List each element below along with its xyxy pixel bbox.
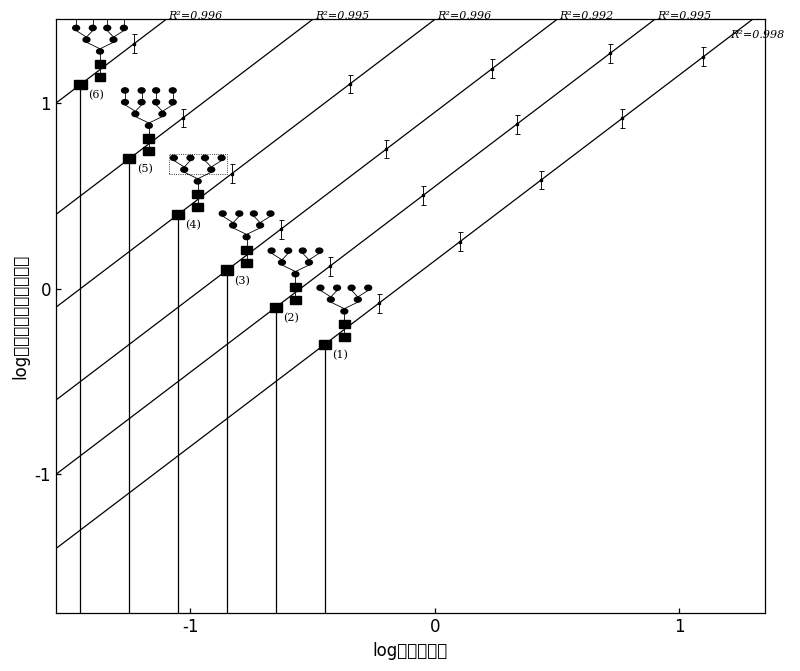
Circle shape [138,99,145,105]
Circle shape [170,99,176,105]
Circle shape [110,37,117,42]
Circle shape [268,248,275,253]
Bar [123,154,135,163]
Circle shape [317,285,324,291]
Text: (3): (3) [234,276,250,286]
Circle shape [365,285,372,291]
Circle shape [250,211,258,216]
Circle shape [194,178,201,184]
Circle shape [153,99,159,105]
Circle shape [299,248,306,253]
Circle shape [121,25,127,31]
Text: R²=0.995: R²=0.995 [657,11,711,21]
Circle shape [104,13,110,19]
Circle shape [257,223,263,228]
Circle shape [104,25,110,31]
Text: (6): (6) [88,90,104,101]
Text: R²=0.992: R²=0.992 [559,11,614,21]
Circle shape [122,99,129,105]
Circle shape [73,25,79,31]
Bar [318,340,331,349]
Circle shape [278,260,286,265]
Circle shape [219,211,226,216]
Circle shape [153,88,159,93]
Bar [94,73,106,81]
Bar [192,190,203,198]
Bar [74,80,86,89]
Circle shape [316,248,322,253]
Circle shape [97,49,103,54]
Bar [192,203,203,211]
Circle shape [121,13,127,19]
Bar [339,320,350,328]
Circle shape [243,234,250,240]
Circle shape [306,260,312,265]
Text: R²=0.995: R²=0.995 [315,11,370,21]
Circle shape [132,111,138,117]
Circle shape [83,37,90,42]
Bar [143,134,154,142]
Y-axis label: log（实际检测并修正值）: log（实际检测并修正值） [11,254,29,379]
Circle shape [73,13,79,19]
Circle shape [230,223,237,228]
Circle shape [354,297,362,302]
Bar [290,283,301,291]
Circle shape [327,297,334,302]
Text: R²=0.996: R²=0.996 [437,11,491,21]
Text: R²=0.998: R²=0.998 [730,30,785,40]
Circle shape [146,123,152,128]
Circle shape [348,285,355,291]
X-axis label: log（理论值）: log（理论值） [373,642,448,660]
Circle shape [202,155,209,160]
Circle shape [208,167,214,172]
Circle shape [73,2,79,7]
Circle shape [236,211,242,216]
Circle shape [218,155,225,160]
Text: (5): (5) [137,164,153,174]
Bar [290,296,301,304]
Bar [242,246,252,254]
Bar [339,333,350,341]
Bar [270,303,282,312]
Circle shape [90,13,96,19]
Bar [172,210,184,219]
Circle shape [121,2,127,7]
Circle shape [170,155,178,160]
Bar [221,266,233,274]
Circle shape [90,2,96,7]
Circle shape [122,88,129,93]
Circle shape [138,88,145,93]
Circle shape [187,155,194,160]
Circle shape [285,248,292,253]
Circle shape [159,111,166,117]
Circle shape [170,88,176,93]
Bar [169,154,226,174]
Circle shape [104,2,110,7]
Circle shape [267,211,274,216]
Circle shape [90,25,96,31]
Bar [242,258,252,267]
Bar [94,60,106,68]
Text: R²=0.996: R²=0.996 [169,11,222,21]
Circle shape [334,285,341,291]
Text: (1): (1) [332,350,348,360]
Bar [143,147,154,156]
Circle shape [181,167,188,172]
Circle shape [292,272,299,276]
Text: (2): (2) [283,313,299,323]
Circle shape [341,309,348,314]
Text: (4): (4) [186,220,202,230]
